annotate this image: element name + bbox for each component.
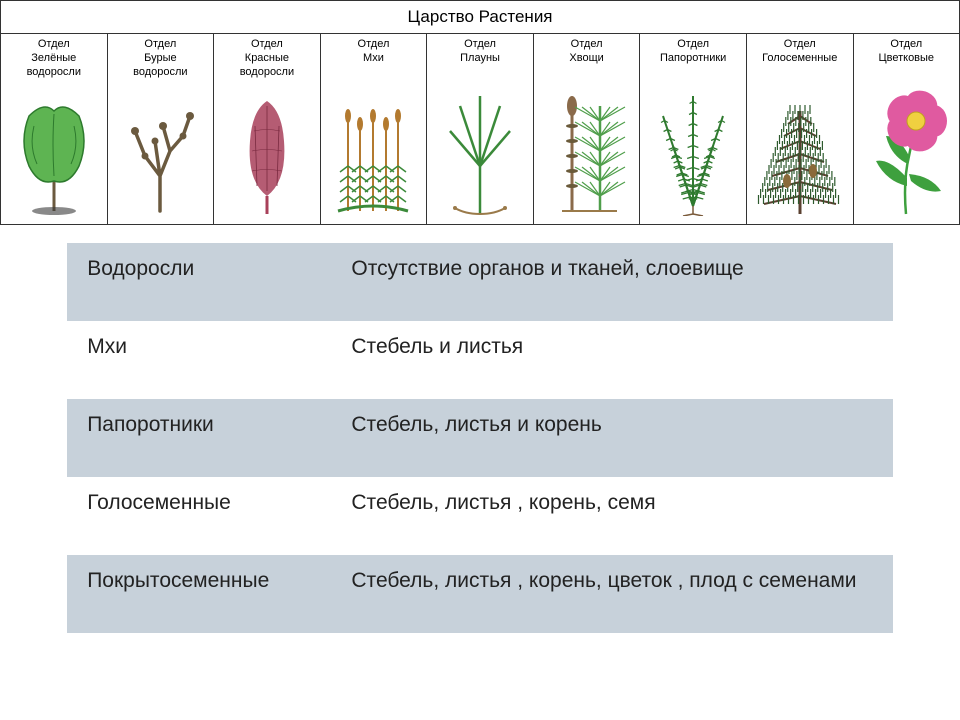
label-line: Цветковые	[878, 52, 934, 66]
info-table: ВодорослиОтсутствие органов и тканей, сл…	[67, 243, 893, 633]
desc-cell: Стебель и листья	[331, 321, 892, 399]
division-label: ОтделКрасныеводоросли	[240, 38, 294, 80]
label-line: водоросли	[27, 66, 81, 80]
desc-cell: Отсутствие органов и тканей, слоевище	[331, 243, 892, 321]
brown-algae-icon	[115, 86, 205, 216]
divisions-row: ОтделЗелёныеводоросли ОтделБурыеводоросл…	[0, 34, 960, 225]
division-label: ОтделГолосеменные	[762, 38, 837, 80]
division-cell: ОтделКрасныеводоросли	[214, 34, 321, 224]
division-label: ОтделБурыеводоросли	[133, 38, 187, 80]
clubmoss-icon	[435, 86, 525, 216]
table-row: ПокрытосеменныеСтебель, листья , корень,…	[67, 555, 893, 633]
division-cell: ОтделЦветковые	[854, 34, 960, 224]
fern-icon	[648, 86, 738, 216]
group-cell: Покрытосеменные	[67, 555, 331, 633]
main-container: Царство Растения ОтделЗелёныеводоросли О…	[0, 0, 960, 633]
division-label: ОтделЦветковые	[878, 38, 934, 80]
label-line: Отдел	[460, 38, 500, 52]
label-line: Отдел	[133, 38, 187, 52]
label-line: Отдел	[358, 38, 390, 52]
label-line: Папоротники	[660, 52, 726, 66]
group-cell: Папоротники	[67, 399, 331, 477]
table-row: ГолосеменныеСтебель, листья , корень, се…	[67, 477, 893, 555]
group-cell: Мхи	[67, 321, 331, 399]
flower-icon	[861, 86, 951, 216]
label-line: Отдел	[660, 38, 726, 52]
label-line: Красные	[240, 52, 294, 66]
desc-cell: Стебель, листья и корень	[331, 399, 892, 477]
green-algae-icon	[9, 86, 99, 216]
table-row: ВодорослиОтсутствие органов и тканей, сл…	[67, 243, 893, 321]
group-cell: Голосеменные	[67, 477, 331, 555]
label-line: Отдел	[878, 38, 934, 52]
division-label: ОтделПапоротники	[660, 38, 726, 80]
title-bar: Царство Растения	[0, 0, 960, 34]
label-line: водоросли	[240, 66, 294, 80]
label-line: Хвощи	[569, 52, 603, 66]
division-label: ОтделЗелёныеводоросли	[27, 38, 81, 80]
division-cell: ОтделПапоротники	[640, 34, 747, 224]
label-line: Отдел	[27, 38, 81, 52]
division-label: ОтделПлауны	[460, 38, 500, 80]
division-cell: ОтделГолосеменные	[747, 34, 854, 224]
label-line: Плауны	[460, 52, 500, 66]
division-cell: ОтделХвощи	[534, 34, 641, 224]
division-label: ОтделМхи	[358, 38, 390, 80]
division-cell: ОтделМхи	[321, 34, 428, 224]
division-cell: ОтделБурыеводоросли	[108, 34, 215, 224]
label-line: Зелёные	[27, 52, 81, 66]
label-line: Бурые	[133, 52, 187, 66]
desc-cell: Стебель, листья , корень, цветок , плод …	[331, 555, 892, 633]
division-cell: ОтделЗелёныеводоросли	[1, 34, 108, 224]
horsetail-icon	[542, 86, 632, 216]
label-line: Отдел	[762, 38, 837, 52]
division-cell: ОтделПлауны	[427, 34, 534, 224]
label-line: Голосеменные	[762, 52, 837, 66]
table-row: МхиСтебель и листья	[67, 321, 893, 399]
conifer-icon	[755, 86, 845, 216]
label-line: Отдел	[569, 38, 603, 52]
division-label: ОтделХвощи	[569, 38, 603, 80]
table-row: ПапоротникиСтебель, листья и корень	[67, 399, 893, 477]
label-line: Отдел	[240, 38, 294, 52]
title-text: Царство Растения	[407, 7, 552, 26]
group-cell: Водоросли	[67, 243, 331, 321]
desc-cell: Стебель, листья , корень, семя	[331, 477, 892, 555]
label-line: водоросли	[133, 66, 187, 80]
label-line: Мхи	[358, 52, 390, 66]
moss-icon	[328, 86, 418, 216]
red-algae-icon	[222, 86, 312, 216]
